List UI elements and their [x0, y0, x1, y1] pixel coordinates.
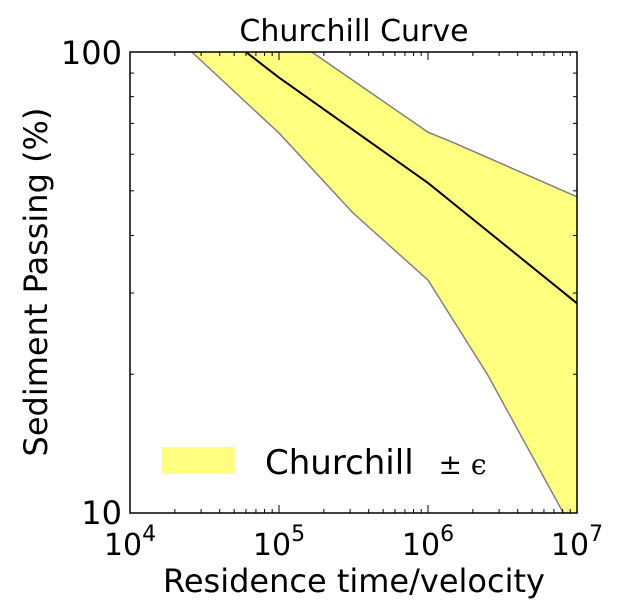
x-tick-label: 104: [104, 522, 156, 563]
x-tick-exponent: 7: [589, 522, 603, 547]
x-axis-label: Residence time/velocity: [163, 562, 545, 600]
x-tick-labels: 104 105 106 107: [104, 522, 603, 563]
upper-band-edge: [311, 52, 577, 198]
x-tick-base: 10: [551, 528, 589, 563]
x-tick-exponent: 6: [440, 522, 454, 547]
legend: Churchill ± ϵ: [162, 443, 487, 483]
x-tick-label: 105: [253, 522, 305, 563]
x-tick-label: 106: [402, 522, 454, 563]
legend-label: Churchill: [265, 443, 414, 483]
x-tick-label: 107: [551, 522, 603, 563]
plot-frame: [129, 51, 578, 514]
lower-band-edge: [191, 52, 565, 513]
legend-swatch: [162, 447, 235, 474]
band-fill: [191, 52, 577, 513]
plot-area: [191, 52, 577, 513]
y-tick-label-100: 100: [61, 34, 122, 72]
svg-text:Churchill ± ϵ: Churchill ± ϵ: [265, 443, 487, 483]
y-tick-label-10: 10: [81, 494, 122, 532]
x-tick-exponent: 5: [291, 522, 305, 547]
x-tick-base: 10: [253, 528, 291, 563]
y-axis-label: Sediment Passing (%): [17, 108, 55, 457]
churchill-line: [245, 52, 577, 305]
chart-title: Churchill Curve: [239, 14, 468, 49]
x-tick-base: 10: [104, 528, 142, 563]
x-tick-base: 10: [402, 528, 440, 563]
x-tick-exponent: 4: [142, 522, 156, 547]
legend-symbol: ± ϵ: [438, 448, 486, 481]
